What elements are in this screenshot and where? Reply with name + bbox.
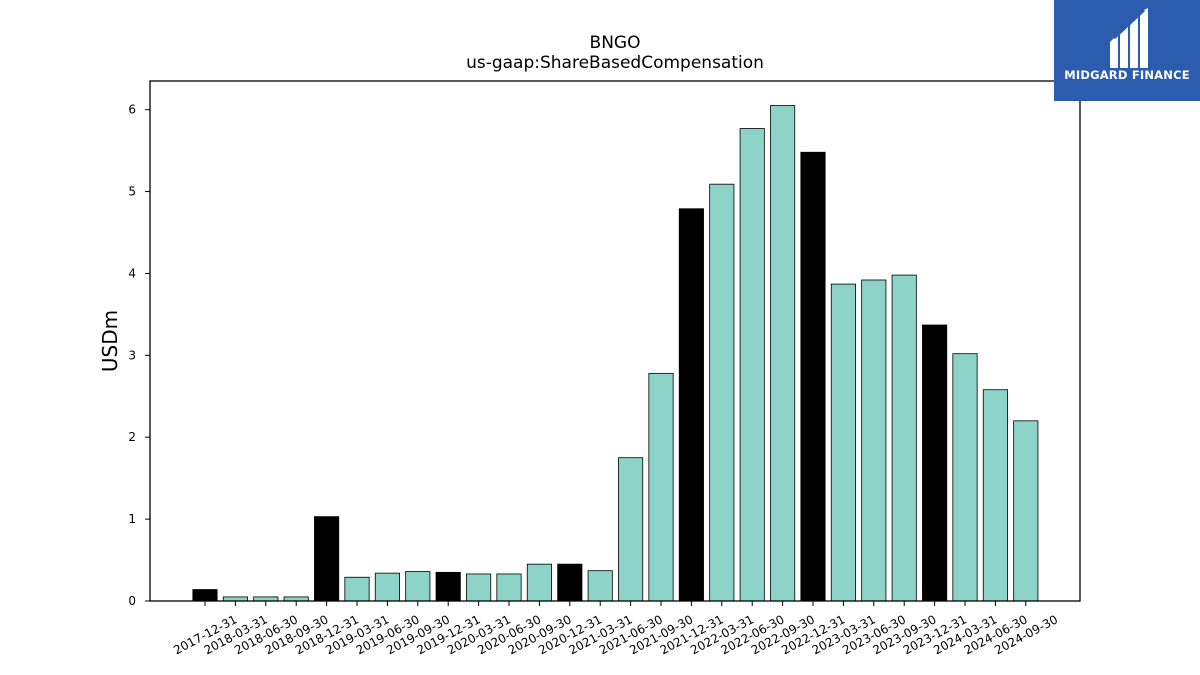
- bar: [982, 389, 1008, 602]
- y-tick-label: 0: [128, 594, 136, 608]
- y-tick-label: 6: [128, 103, 136, 117]
- bar: [739, 128, 765, 602]
- bar: [314, 516, 340, 602]
- bar: [678, 208, 704, 602]
- bar: [374, 572, 400, 602]
- bar: [952, 353, 978, 602]
- plot-frame: [149, 80, 1081, 602]
- bar: [466, 573, 492, 602]
- chart-subtitle: us-gaap:ShareBasedCompensation: [466, 53, 764, 73]
- y-axis: 0 1 2 3 4 5 6: [128, 103, 150, 608]
- x-axis: 2017-12-312018-03-312018-06-302018-09-30…: [171, 601, 1060, 657]
- logo-text: MIDGARD FINANCE: [1064, 68, 1190, 82]
- bar: [891, 274, 917, 602]
- y-tick-label: 1: [128, 512, 136, 526]
- logo-mark-icon: [1110, 8, 1148, 68]
- bar: [922, 324, 948, 602]
- bar: [770, 105, 796, 602]
- bar: [405, 571, 431, 602]
- bars-group: [192, 105, 1039, 602]
- bar: [526, 563, 552, 602]
- y-tick-label: 4: [128, 266, 136, 280]
- y-tick-label: 2: [128, 430, 136, 444]
- bar: [709, 183, 735, 602]
- midgard-finance-logo: MIDGARD FINANCE: [1054, 0, 1200, 101]
- bar: [496, 573, 522, 602]
- bar: [587, 570, 613, 602]
- bar: [435, 571, 461, 602]
- bar: [557, 563, 583, 602]
- bar: [618, 457, 644, 602]
- bar: [800, 151, 826, 602]
- chart-title: BNGO: [590, 33, 641, 53]
- bar: [1013, 420, 1039, 602]
- bar: [192, 589, 218, 602]
- bar: [648, 372, 674, 602]
- y-axis-label: USDm: [98, 310, 122, 372]
- y-tick-label: 5: [128, 185, 136, 199]
- bar: [830, 283, 856, 602]
- bar: [861, 279, 887, 602]
- y-tick-label: 3: [128, 348, 136, 362]
- bar: [344, 576, 370, 602]
